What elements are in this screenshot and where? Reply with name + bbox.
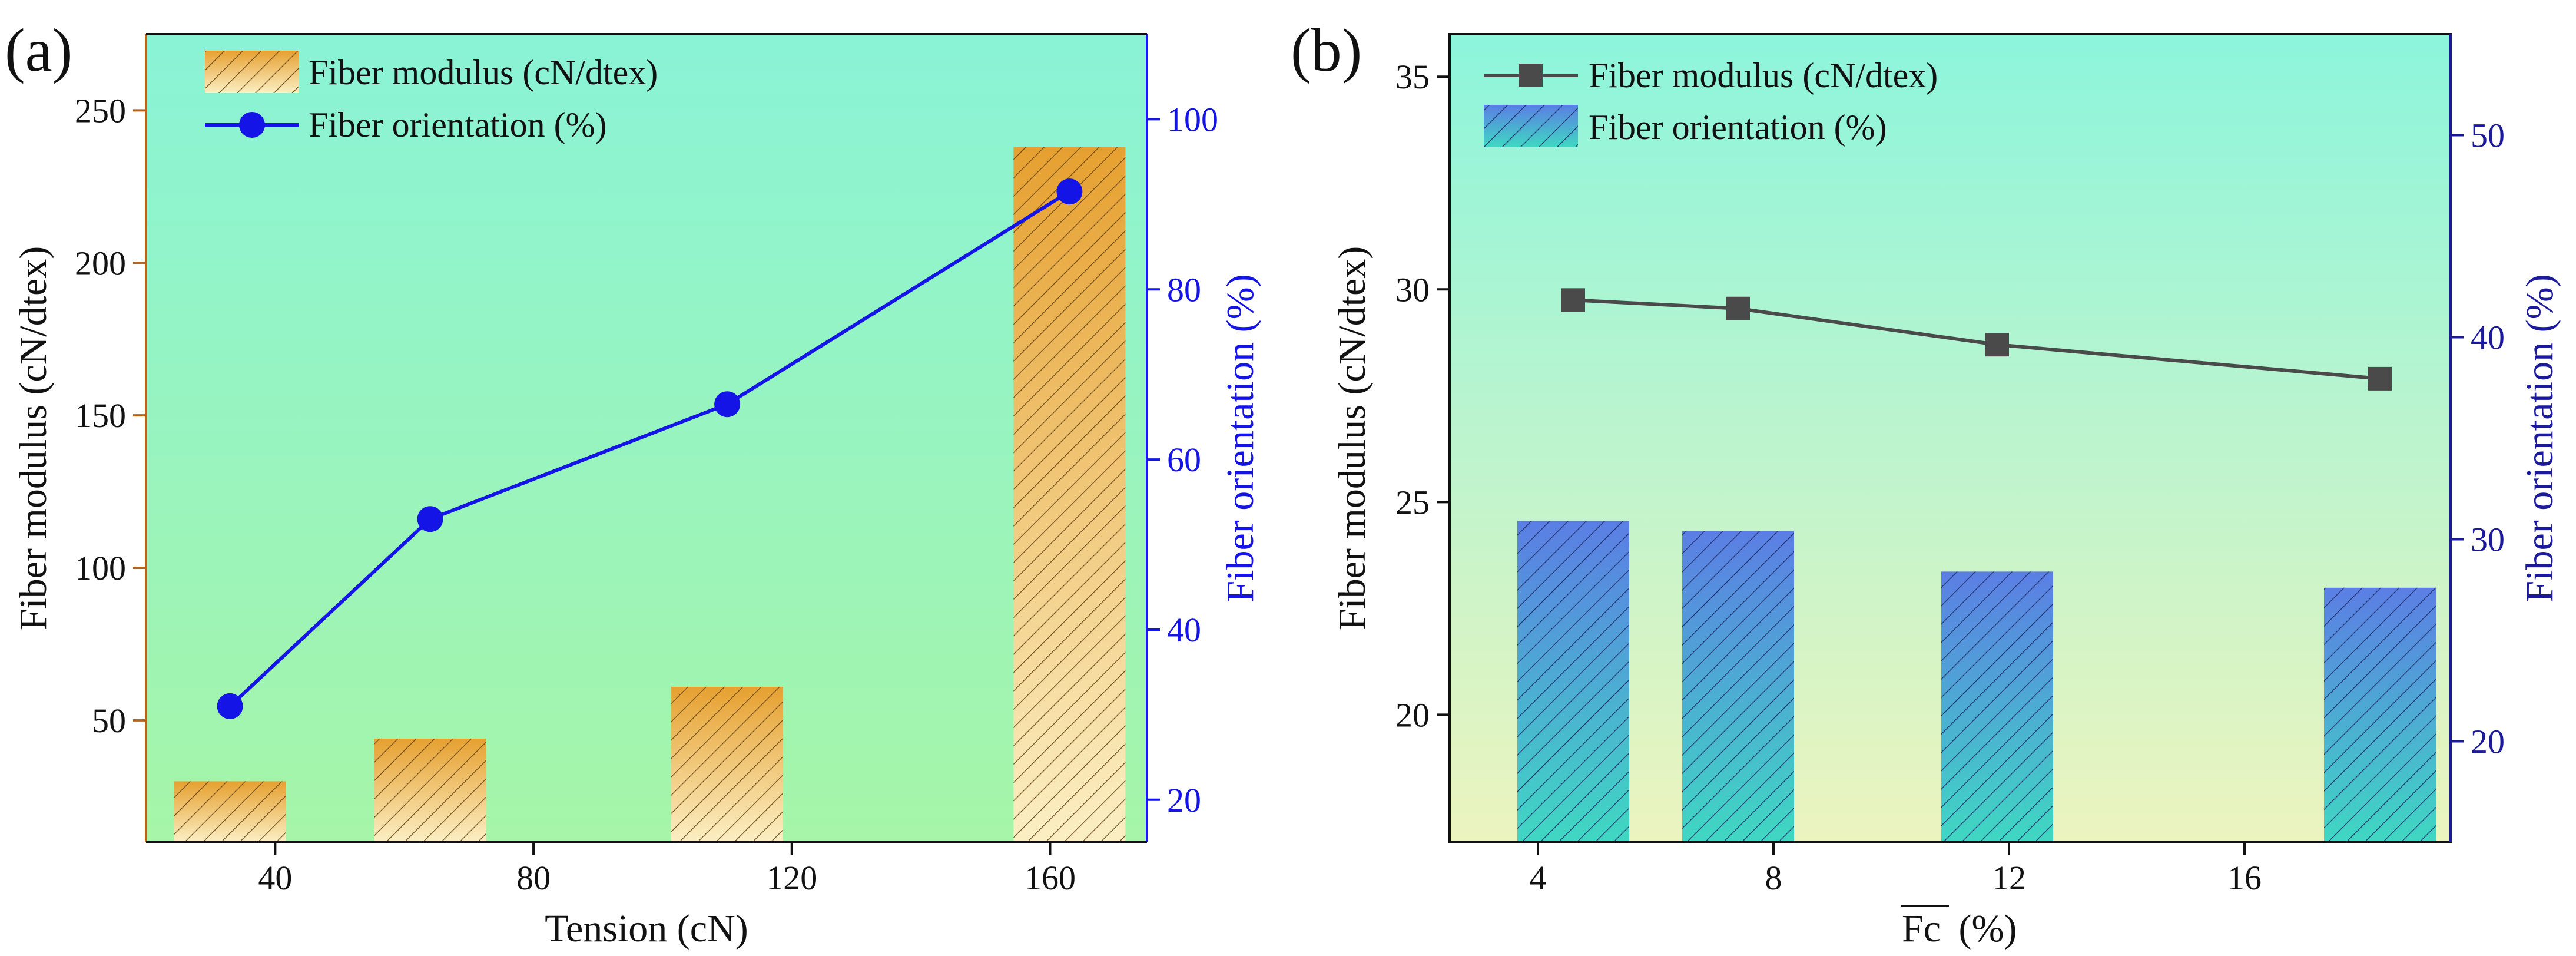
x-tick-label: 160 — [1025, 859, 1076, 897]
y-right-tick-label: 20 — [2471, 723, 2505, 761]
panel-b-ylabel-right: Fiber orientation (%) — [2518, 274, 2561, 602]
data-point-2 — [1985, 333, 2009, 357]
y-right-tick-label: 40 — [1167, 611, 1201, 649]
x-tick-label: 8 — [1765, 859, 1782, 897]
bar-hatch-1 — [374, 738, 486, 842]
legend-label-fiber-orientation: Fiber orientation (%) — [309, 105, 607, 144]
data-point-1 — [1726, 296, 1750, 320]
bar-hatch-0 — [1517, 521, 1629, 842]
panel-a: 40 80 120 160 50 100 150 200 250 20 40 60 80 100 Fibe… — [5, 16, 1262, 950]
data-point-0 — [217, 693, 243, 719]
y-left-tick-label: 200 — [75, 244, 126, 282]
bar-hatch-2 — [671, 686, 784, 842]
panel-a-plot-background — [146, 34, 1147, 842]
x-tick-label: 120 — [766, 859, 817, 897]
legend-label-fiber-modulus: Fiber modulus (cN/dtex) — [309, 53, 658, 92]
x-tick-label: 40 — [258, 859, 292, 897]
panel-a-ylabel-right: Fiber orientation (%) — [1219, 274, 1262, 602]
legend-swatch-fiber-modulus-hatch — [205, 51, 299, 93]
y-left-tick-label: 25 — [1395, 483, 1430, 521]
x-tick-label: 12 — [1992, 859, 2026, 897]
series-line-fiber-orientation- — [228, 190, 1070, 708]
y-right-tick-label: 100 — [1167, 100, 1218, 138]
data-point-2 — [714, 391, 741, 418]
y-left-tick-label: 30 — [1395, 270, 1430, 309]
y-right-tick-label: 20 — [1167, 781, 1201, 819]
panel-b-ylabel-left: Fiber modulus (cN/dtex) — [1331, 246, 1374, 631]
data-point-3 — [1056, 178, 1083, 205]
y-left-tick-label: 50 — [92, 702, 126, 740]
legend-label-fiber-orientation-b: Fiber orientation (%) — [1589, 108, 1887, 147]
bar-hatch-0 — [174, 781, 286, 842]
panel-a-label: (a) — [5, 16, 72, 84]
x-tick-label: 4 — [1530, 859, 1547, 897]
bar-hatch-3 — [2324, 587, 2436, 842]
legend-label-fiber-modulus-b: Fiber modulus (cN/dtex) — [1589, 56, 1938, 95]
panel-b-xlabel: Fc (%) — [1901, 905, 2017, 950]
panel-a-legend: Fiber modulus (cN/dtex) Fiber orientatio… — [205, 51, 658, 144]
legend-marker-fiber-orientation — [239, 112, 265, 138]
panel-b-legend: Fiber modulus (cN/dtex) Fiber orientatio… — [1484, 56, 1938, 147]
panel-b-xlabel-fc: Fc — [1902, 907, 1941, 950]
data-point-0 — [1561, 288, 1585, 312]
y-right-tick-label: 50 — [2471, 117, 2505, 155]
panel-a-xlabel: Tension (cN) — [545, 907, 748, 950]
legend-marker-fiber-modulus — [1519, 64, 1543, 87]
y-left-tick-label: 35 — [1395, 58, 1430, 96]
data-point-1 — [417, 506, 443, 532]
x-tick-label: 80 — [516, 859, 551, 897]
y-left-tick-label: 20 — [1395, 696, 1430, 734]
data-point-3 — [2368, 366, 2392, 391]
y-right-tick-label: 40 — [2471, 319, 2505, 357]
panel-b-label: (b) — [1291, 16, 1362, 84]
panel-b-xlabel-unit: (%) — [1949, 907, 2017, 950]
legend-swatch-fiber-orientation-hatch — [1484, 105, 1578, 147]
y-right-tick-label: 80 — [1167, 270, 1201, 309]
panel-a-ylabel-left: Fiber modulus (cN/dtex) — [12, 246, 55, 631]
y-left-tick-label: 100 — [75, 549, 126, 587]
y-left-tick-label: 250 — [75, 91, 126, 130]
bar-hatch-2 — [1941, 571, 2053, 842]
y-right-tick-label: 60 — [1167, 441, 1201, 479]
bar-hatch-1 — [1682, 531, 1794, 842]
y-left-tick-label: 150 — [75, 396, 126, 435]
panel-b: 4 8 12 16 20 25 30 35 20 30 40 50 Fiber modulus (cN… — [1291, 16, 2561, 950]
y-right-tick-label: 30 — [2471, 521, 2505, 559]
bar-hatch-3 — [1013, 147, 1126, 842]
x-tick-label: 16 — [2227, 859, 2262, 897]
series-line-fiber-modulus-cn-dtex- — [1573, 298, 2381, 381]
